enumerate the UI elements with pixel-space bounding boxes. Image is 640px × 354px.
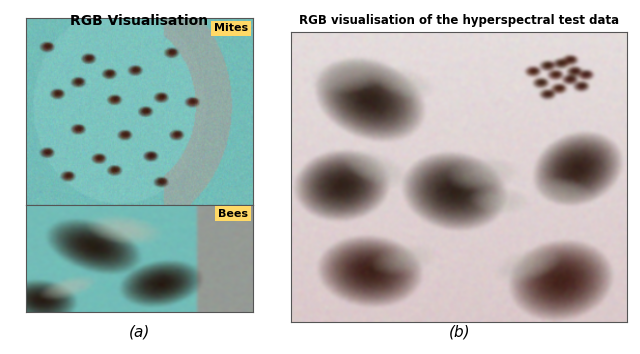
Text: Bees: Bees [218,209,248,218]
Text: (a): (a) [129,325,150,340]
Text: Mites: Mites [214,23,248,33]
Text: RGB Visualisation: RGB Visualisation [70,14,208,28]
Text: RGB visualisation of the hyperspectral test data: RGB visualisation of the hyperspectral t… [299,14,620,27]
Text: (b): (b) [449,325,470,340]
